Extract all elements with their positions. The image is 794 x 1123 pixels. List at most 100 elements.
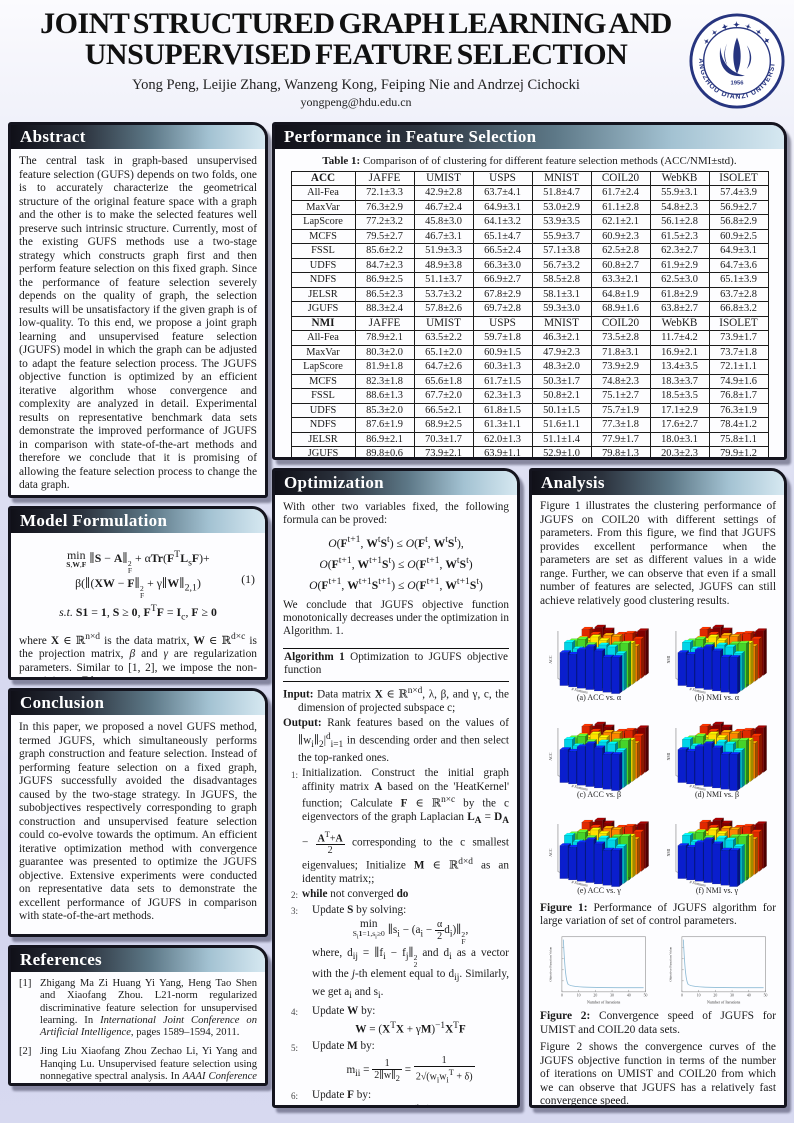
model-formulation-note: where X ∈ ℝn×d is the data matrix, W ∈ ℝ…	[19, 631, 257, 677]
table-value-cell: 61.8±1.5	[472, 402, 533, 418]
table-method-cell: All-Fea	[290, 330, 356, 346]
svg-text:β: β	[627, 778, 631, 784]
table-value-cell: 78.4±1.2	[708, 417, 769, 433]
table-value-cell: 62.5±2.8	[590, 243, 651, 259]
table1-caption: Table 1: Comparison of of clustering for…	[322, 155, 737, 167]
model-formulation-section: Model Formulation min S,W,F ∥S − A∥ 2 F + αT…	[8, 506, 268, 680]
references-heading: References	[11, 948, 265, 972]
table-value-cell: 18.5±3.5	[649, 388, 710, 404]
table-value-cell: 60.9±2.5	[708, 228, 769, 244]
table-header-cell: NMI	[290, 315, 356, 331]
abstract-body: The central task in graph-based unsuperv…	[19, 155, 257, 491]
table-value-cell: 58.5±2.8	[531, 272, 592, 288]
table-value-cell: 63.7±2.8	[708, 286, 769, 302]
svg-text:40: 40	[747, 994, 751, 998]
table-method-cell: FSSL	[290, 388, 356, 404]
figure2-caption: Figure 2: Convergence speed of JGUFS for…	[540, 1010, 776, 1036]
table-value-cell: 63.5±2.2	[413, 330, 474, 346]
table-value-cell: 73.9±2.1	[413, 446, 474, 457]
table-header-cell: MNIST	[531, 315, 592, 331]
table-value-cell: 64.9±3.1	[708, 243, 769, 259]
table-value-cell: 61.7±1.5	[472, 373, 533, 389]
table-value-cell: 75.1±2.7	[590, 388, 651, 404]
svg-text:0: 0	[561, 994, 563, 998]
reference-item: [2] Jing Liu Xiaofang Zhou Zechao Li, Yi …	[19, 1046, 257, 1083]
svg-text:Number of Iterations: Number of Iterations	[707, 1000, 741, 1005]
model-equation: min S,W,F ∥S − A∥ 2 F + αTr(FTLsF)+ β(∥(XW −…	[19, 539, 257, 631]
algorithm-block: Algorithm 1 Optimization to JGUFS object…	[283, 647, 509, 1105]
svg-text:# Features: # Features	[571, 783, 589, 791]
svg-text:Number of Iterations: Number of Iterations	[587, 1000, 621, 1005]
university-seal-icon: HANGZHOU DIANZI UNIVERSITY ✦ ✦ ✦ ✦ ✦ ✦ ✦…	[685, 7, 785, 109]
svg-text:ACC: ACC	[548, 752, 553, 761]
bar3d-chart-icon: ACC # Features γ	[548, 817, 650, 887]
table-value-cell: 61.3±1.1	[472, 417, 533, 433]
table-value-cell: 63.9±1.1	[472, 446, 533, 457]
analysis-heading: Analysis	[532, 471, 784, 495]
table-value-cell: 76.3±1.9	[708, 402, 769, 418]
table-value-cell: 57.1±3.8	[531, 243, 592, 259]
figure1-subcaption: (c) ACC vs. β	[576, 789, 622, 799]
table-value-cell: 60.8±2.7	[590, 257, 651, 273]
table-header-cell: USPS	[472, 315, 533, 331]
svg-text:30: 30	[610, 994, 614, 998]
table-value-cell: 77.3±1.8	[590, 417, 651, 433]
university-logo: HANGZHOU DIANZI UNIVERSITY ✦ ✦ ✦ ✦ ✦ ✦ ✦…	[685, 7, 786, 110]
table-value-cell: 46.3±2.1	[531, 330, 592, 346]
table-value-cell: 77.2±3.2	[354, 214, 415, 230]
table-value-cell: 59.7±1.8	[472, 330, 533, 346]
table-value-cell: 42.9±2.8	[413, 185, 474, 201]
table-value-cell: 65.1±2.0	[413, 344, 474, 360]
table-value-cell: 66.5±2.4	[472, 243, 533, 259]
table-value-cell: 62.0±1.3	[472, 431, 533, 447]
table-value-cell: 73.9±1.7	[708, 330, 769, 346]
performance-section: Performance in Feature Selection Table 1…	[272, 122, 787, 460]
table-value-cell: 53.7±3.2	[413, 286, 474, 302]
table-header-cell: ISOLET	[708, 170, 769, 186]
table-header-cell: MNIST	[531, 170, 592, 186]
svg-text:0: 0	[681, 994, 683, 998]
poster-title-line1: JOINT STRUCTURED GRAPH LEARNING AND	[40, 7, 672, 40]
table-value-cell: 68.9±2.5	[413, 417, 474, 433]
table-value-cell: 51.1±3.7	[413, 272, 474, 288]
table-value-cell: 73.7±1.8	[708, 344, 769, 360]
table-value-cell: 71.8±3.1	[590, 344, 651, 360]
table-value-cell: 48.9±3.8	[413, 257, 474, 273]
figure1-chart-e: ACC # Features γ (e) ACC vs. γ	[546, 803, 652, 900]
convergence-plot-1: 0 10 20 30 40 50 Objective Function Value Numbe…	[548, 936, 648, 1005]
table-value-cell: 64.1±3.2	[472, 214, 533, 230]
conclusion-body: In this paper, we proposed a novel GUFS …	[19, 721, 257, 922]
table-value-cell: 75.8±1.1	[708, 431, 769, 447]
figure1-chart-f: NMI # Features γ (f) NMI vs. γ	[664, 803, 770, 900]
table-method-cell: JGUFS	[290, 446, 356, 457]
abstract-heading: Abstract	[11, 125, 265, 149]
table-value-cell: 72.1±1.1	[708, 359, 769, 375]
svg-text:20: 20	[713, 994, 717, 998]
analysis-section: Analysis Figure 1 illustrates the cluste…	[529, 468, 787, 1108]
table-value-cell: 51.8±4.7	[531, 185, 592, 201]
table-value-cell: 66.5±2.1	[413, 402, 474, 418]
table-value-cell: 18.3±3.7	[649, 373, 710, 389]
table-value-cell: 57.4±3.9	[708, 185, 769, 201]
equation-line-1: min S,W,F ∥S − A∥ 2 F + αTr(FTLsF)+	[66, 547, 210, 575]
table-method-cell: MaxVar	[290, 344, 356, 360]
svg-text:γ: γ	[745, 875, 748, 880]
table-value-cell: 85.6±2.2	[354, 243, 415, 259]
table-value-cell: 60.3±1.3	[472, 359, 533, 375]
svg-text:α: α	[627, 682, 631, 688]
svg-text:α: α	[745, 682, 749, 688]
table-value-cell: 79.9±1.2	[708, 446, 769, 457]
table-header-cell: WebKB	[649, 170, 710, 186]
algorithm-title: Algorithm 1 Optimization to JGUFS object…	[283, 649, 509, 682]
figure1-subcaption: (e) ACC vs. γ	[577, 886, 621, 895]
table-value-cell: 84.7±2.3	[354, 257, 415, 273]
table-value-cell: 65.1±3.9	[708, 272, 769, 288]
table-value-cell: 68.9±1.6	[590, 301, 651, 317]
optimization-formula-line: O(Ft+1, Wt+1St) ≤ O(Ft+1, WtSt)	[319, 555, 473, 571]
table-value-cell: 66.9±2.7	[472, 272, 533, 288]
table-value-cell: 69.7±2.8	[472, 301, 533, 317]
table-value-cell: 51.6±1.1	[531, 417, 592, 433]
table-value-cell: 79.5±2.7	[354, 228, 415, 244]
table-value-cell: 17.6±2.7	[649, 417, 710, 433]
table-value-cell: 62.1±2.1	[590, 214, 651, 230]
